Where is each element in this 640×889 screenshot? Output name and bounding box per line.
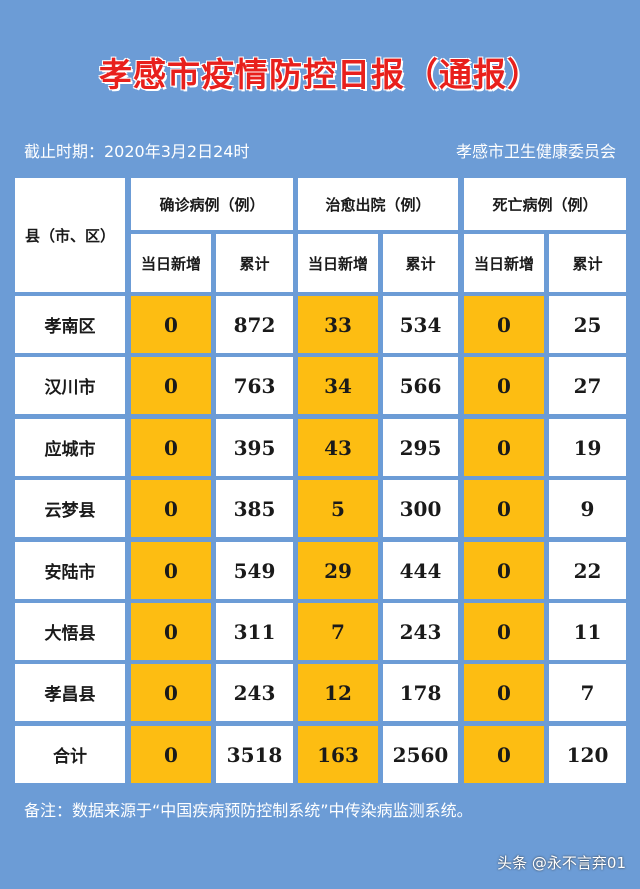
cell-c-new: 0	[131, 542, 211, 599]
row-region-name: 孝南区	[15, 296, 125, 353]
header-cured-new: 当日新增	[298, 234, 378, 292]
row-region-name: 合计	[15, 726, 125, 783]
cell-d-total: 25	[549, 296, 626, 353]
cell-c-total: 872	[216, 296, 293, 353]
header-deaths: 死亡病例（例）	[464, 178, 626, 230]
cell-r-total: 295	[383, 419, 458, 476]
cell-c-new: 0	[131, 296, 211, 353]
cell-c-total: 549	[216, 542, 293, 599]
row-region-name: 孝昌县	[15, 664, 125, 721]
cell-r-total: 178	[383, 664, 458, 721]
cell-r-new: 33	[298, 296, 378, 353]
cell-r-new: 29	[298, 542, 378, 599]
cell-c-new: 0	[131, 726, 211, 783]
cell-d-new: 0	[464, 480, 544, 537]
row-region-name: 应城市	[15, 419, 125, 476]
cell-r-total: 2560	[383, 726, 458, 783]
cell-r-new: 12	[298, 664, 378, 721]
cell-d-new: 0	[464, 542, 544, 599]
cell-d-total: 9	[549, 480, 626, 537]
header-confirmed-new: 当日新增	[131, 234, 211, 292]
header-cured-total: 累计	[383, 234, 458, 292]
header-region: 县（市、区）	[15, 178, 125, 292]
cell-r-new: 5	[298, 480, 378, 537]
header-cured: 治愈出院（例）	[298, 178, 458, 230]
cell-d-new: 0	[464, 726, 544, 783]
cell-r-total: 534	[383, 296, 458, 353]
cell-d-total: 11	[549, 603, 626, 660]
cell-d-new: 0	[464, 603, 544, 660]
cell-c-total: 311	[216, 603, 293, 660]
header-deaths-new: 当日新增	[464, 234, 544, 292]
page-title: 孝感市疫情防控日报（通报）	[99, 55, 541, 94]
cell-c-total: 243	[216, 664, 293, 721]
row-region-name: 云梦县	[15, 480, 125, 537]
row-region-name: 大悟县	[15, 603, 125, 660]
cell-c-total: 395	[216, 419, 293, 476]
cell-r-total: 444	[383, 542, 458, 599]
cell-c-new: 0	[131, 664, 211, 721]
cell-d-new: 0	[464, 419, 544, 476]
header-confirmed-total: 累计	[216, 234, 293, 292]
cell-d-total: 22	[549, 542, 626, 599]
cell-r-new: 43	[298, 419, 378, 476]
cutoff-date: 截止时期：2020年3月2日24时	[24, 142, 250, 161]
row-region-name: 安陆市	[15, 542, 125, 599]
cell-r-total: 300	[383, 480, 458, 537]
cell-d-new: 0	[464, 664, 544, 721]
cell-c-new: 0	[131, 357, 211, 414]
cell-r-total: 566	[383, 357, 458, 414]
cell-c-total: 3518	[216, 726, 293, 783]
cell-d-total: 7	[549, 664, 626, 721]
header-confirmed: 确诊病例（例）	[131, 178, 293, 230]
cell-c-total: 385	[216, 480, 293, 537]
cell-d-total: 27	[549, 357, 626, 414]
cell-r-new: 34	[298, 357, 378, 414]
cell-r-new: 163	[298, 726, 378, 783]
cell-c-new: 0	[131, 603, 211, 660]
cell-d-total: 120	[549, 726, 626, 783]
cell-c-new: 0	[131, 419, 211, 476]
cell-r-new: 7	[298, 603, 378, 660]
cell-d-new: 0	[464, 296, 544, 353]
cell-c-total: 763	[216, 357, 293, 414]
cell-r-total: 243	[383, 603, 458, 660]
issuer: 孝感市卫生健康委员会	[455, 142, 616, 161]
data-source-note: 备注：数据来源于“中国疾病预防控制系统”中传染病监测系统。	[24, 801, 473, 820]
row-region-name: 汉川市	[15, 357, 125, 414]
cell-d-total: 19	[549, 419, 626, 476]
watermark: 头条 @永不言弃01	[497, 854, 626, 872]
cell-d-new: 0	[464, 357, 544, 414]
cell-c-new: 0	[131, 480, 211, 537]
header-deaths-total: 累计	[549, 234, 626, 292]
